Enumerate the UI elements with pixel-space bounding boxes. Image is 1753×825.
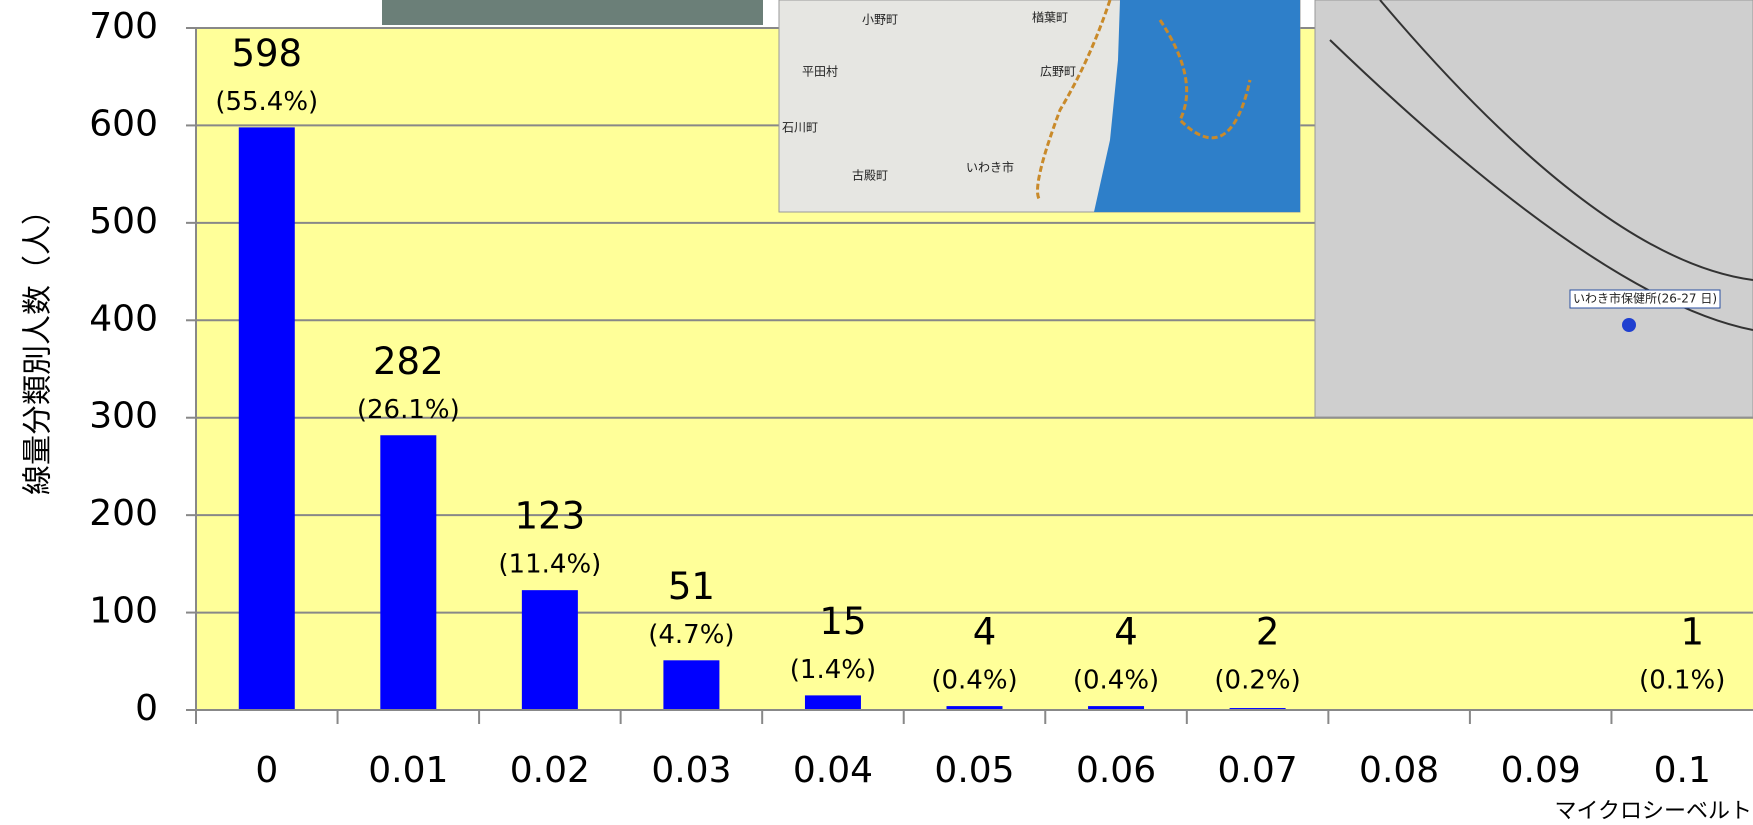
map-label: 平田村 [802,65,838,79]
y-tick-label: 300 [89,396,158,437]
bar [805,695,861,710]
data-label-percent: (26.1%) [357,395,460,425]
data-label-percent: (0.4%) [1073,666,1159,696]
data-label-percent: (0.4%) [931,666,1017,696]
map-label: 小野町 [862,13,898,27]
x-tick-label: 0 [255,750,278,791]
photo [382,0,763,25]
map-label: いわき市 [966,160,1014,175]
y-tick-label: 500 [89,201,158,242]
x-tick-label: 0.01 [368,750,448,791]
data-label-percent: (0.1%) [1639,666,1725,696]
data-label-percent: (11.4%) [498,550,601,580]
map-topo [1315,0,1753,417]
data-label: 4 [973,611,997,654]
y-tick-label: 700 [89,6,158,47]
map-label: 楢葉町 [1032,10,1068,25]
x-tick-label: 0.02 [510,750,590,791]
data-label-percent: (55.4%) [215,87,318,117]
x-axis-label: マイクロシーベルト [1554,799,1752,824]
x-tick-label: 0.08 [1359,750,1439,791]
map-dot [1622,318,1636,332]
x-tick-label: 0.07 [1218,750,1298,791]
x-tick-label: 0.09 [1501,750,1581,791]
bar [663,660,719,710]
y-tick-label: 100 [89,591,158,632]
x-tick-label: 0.06 [1076,750,1156,791]
x-tick-label: 0.1 [1654,750,1711,791]
data-label-percent: (0.2%) [1214,666,1300,696]
map-label: いわき市保健所(26-27 日) [1573,291,1717,306]
data-label: 51 [668,565,715,608]
bar [522,590,578,710]
data-label: 282 [373,340,444,383]
data-label: 15 [819,600,866,643]
data-label: 1 [1680,611,1704,654]
y-tick-label: 400 [89,298,158,339]
y-tick-label: 200 [89,493,158,534]
map-label: 古殿町 [852,168,888,183]
data-label-percent: (4.7%) [648,620,734,650]
page: 線量分類別人数（人） マイクロシーベルト 0 100 200 300 400 500 600… [0,0,1753,825]
map-sea [1094,0,1300,212]
bar [239,127,295,710]
bar [380,435,436,710]
y-tick-label: 0 [135,688,158,729]
x-tick-label: 0.03 [651,750,731,791]
chart: 線量分類別人数（人） マイクロシーベルト 0 100 200 300 400 500 600… [0,0,1753,825]
y-tick-label: 600 [89,103,158,144]
data-label: 123 [515,495,586,538]
data-label-percent: (1.4%) [790,655,876,685]
data-label: 2 [1256,611,1280,654]
x-tick-label: 0.05 [934,750,1014,791]
map-label: 石川町 [782,121,818,135]
map-label: 広野町 [1040,65,1076,79]
data-label: 598 [231,32,302,75]
y-axis-label: 線量分類別人数（人） [21,195,56,495]
data-label: 4 [1114,611,1138,654]
map-inset: いわき市保健所(26-27 日) [1315,0,1753,417]
x-tick-label: 0.04 [793,750,873,791]
